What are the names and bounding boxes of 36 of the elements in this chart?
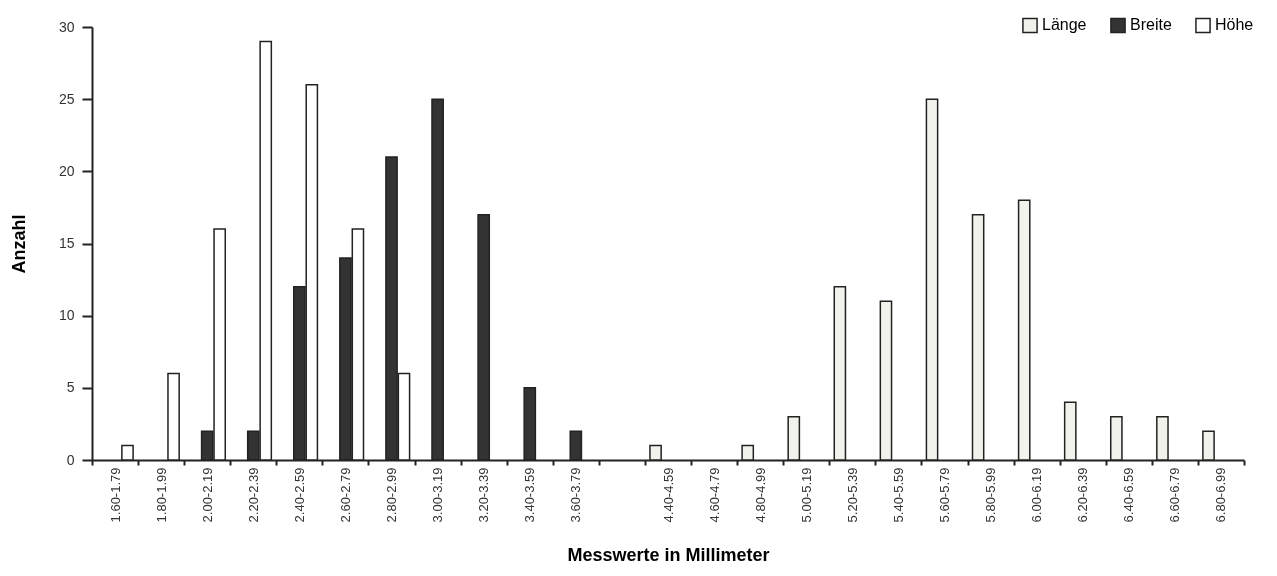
y-tick-label: 25 — [58, 90, 75, 107]
x-tick-label: 5.80-5.99 — [983, 467, 999, 523]
x-tick-label: 6.00-6.19 — [1029, 467, 1045, 523]
x-tick-label: 3.20-3.39 — [476, 467, 492, 523]
x-axis-title: Messwerte in Millimeter — [567, 545, 770, 566]
x-tick-label: 3.40-3.59 — [522, 467, 538, 523]
x-tick-label: 4.40-4.59 — [660, 467, 676, 523]
x-tick-label: 6.60-6.79 — [1167, 467, 1183, 523]
x-tick-label: 4.60-4.79 — [706, 467, 722, 523]
x-tick-label: 5.60-5.79 — [936, 467, 952, 523]
legend-label: Länge — [1042, 16, 1087, 34]
y-tick-label: 30 — [58, 18, 75, 35]
y-tick-label: 10 — [58, 307, 75, 324]
x-tick-label: 2.60-2.79 — [337, 467, 353, 523]
y-axis-title: Anzahl — [8, 214, 29, 274]
x-tick-label: 3.00-3.19 — [430, 467, 446, 523]
y-tick-label: 0 — [66, 451, 75, 468]
legend-label: Höhe — [1215, 16, 1254, 34]
x-tick-label: 3.60-3.79 — [568, 467, 584, 523]
x-tick-label: 2.80-2.99 — [384, 467, 400, 523]
x-tick-label: 6.80-6.99 — [1213, 467, 1229, 523]
x-tick-label: 5.20-5.39 — [844, 467, 860, 523]
x-tick-label: 6.20-6.39 — [1075, 467, 1091, 523]
legend-label: Breite — [1130, 16, 1172, 34]
x-tick-label: 2.00-2.19 — [199, 467, 215, 523]
y-tick-label: 20 — [58, 162, 75, 179]
y-tick-label: 5 — [66, 379, 75, 396]
x-tick-label: 5.00-5.19 — [798, 467, 814, 523]
x-tick-label: 4.80-4.99 — [752, 467, 768, 523]
x-tick-label: 6.40-6.59 — [1121, 467, 1137, 523]
y-tick-label: 15 — [58, 235, 75, 251]
x-tick-label: 2.20-2.39 — [245, 467, 261, 523]
x-tick-label: 1.60-1.79 — [107, 467, 123, 523]
x-tick-label: 5.40-5.59 — [890, 467, 906, 523]
x-tick-label: 2.40-2.59 — [291, 467, 307, 523]
x-tick-label: 1.80-1.99 — [153, 467, 169, 523]
